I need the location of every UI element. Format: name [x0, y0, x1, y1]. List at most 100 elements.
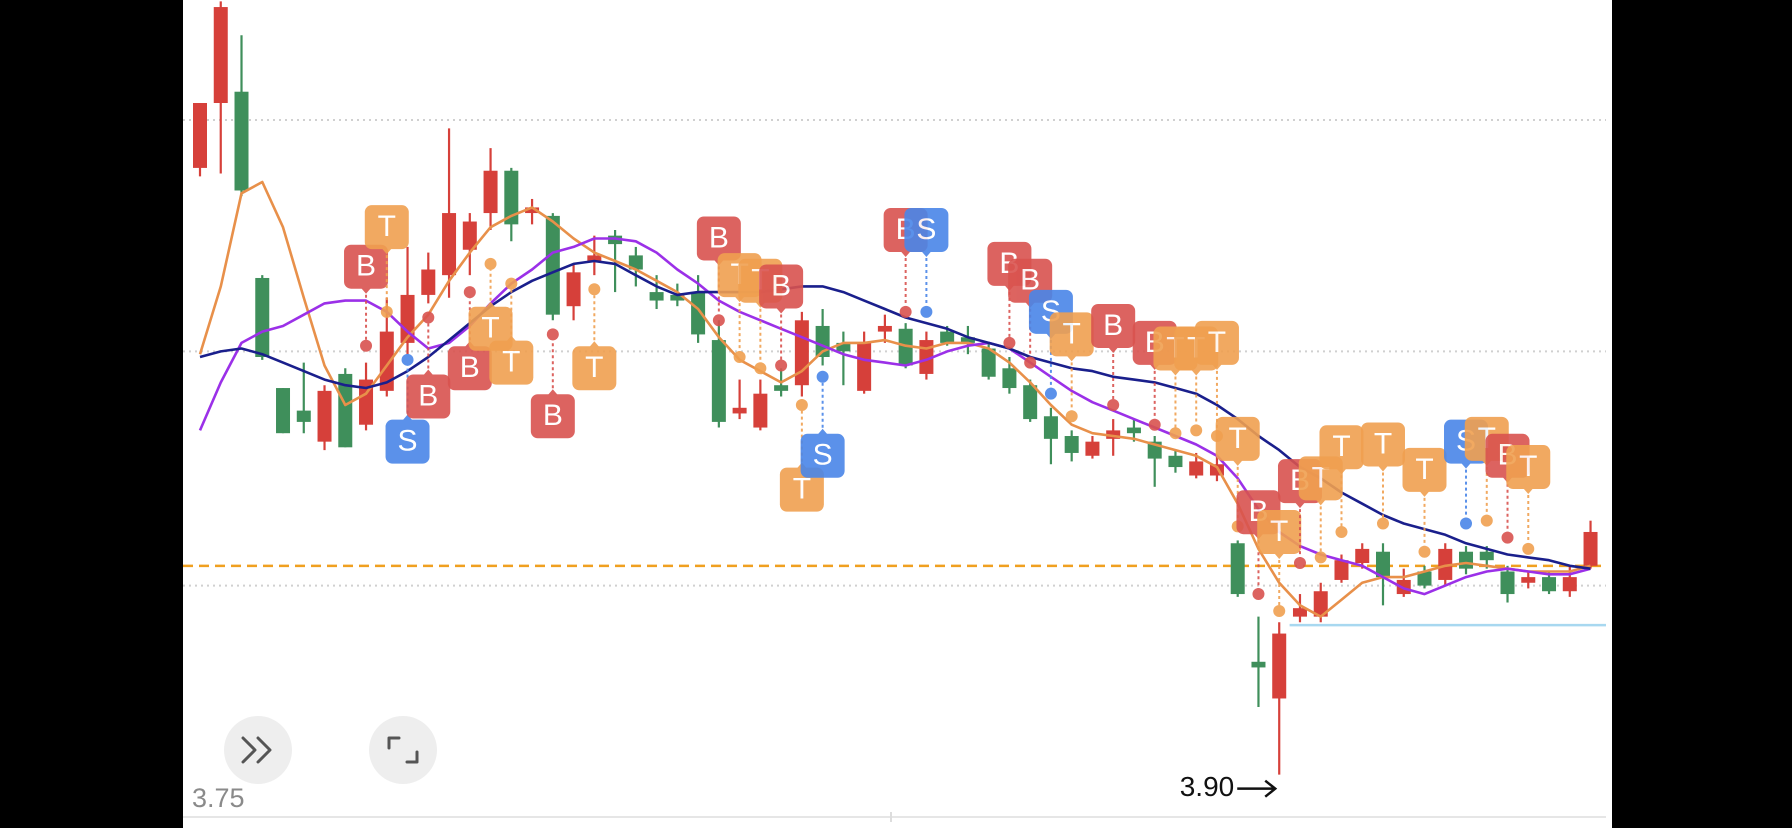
moving-average-line — [198, 180, 1591, 618]
y-tick-label: 3.75 — [192, 783, 245, 813]
signal-marker: S — [800, 370, 845, 478]
button-background — [369, 716, 437, 784]
signal-badge — [572, 346, 617, 391]
signal-badge — [696, 216, 741, 261]
signal-badge — [759, 264, 804, 309]
signal-marker: T — [572, 283, 617, 391]
signal-marker: T — [1506, 445, 1551, 555]
candle-body — [836, 342, 851, 352]
button-background — [224, 716, 292, 784]
signal-marker: B — [530, 328, 575, 439]
signal-dot — [380, 305, 393, 318]
signal-badge — [779, 467, 824, 512]
signal-dot — [1335, 525, 1348, 538]
signal-label: T — [1332, 430, 1350, 463]
candle-body — [379, 331, 394, 391]
candle-body — [1500, 571, 1515, 595]
signal-marker: T — [1319, 425, 1364, 538]
candle-body — [1189, 461, 1204, 476]
candle-body — [1085, 441, 1100, 456]
candle-body — [1209, 464, 1224, 476]
candle-body — [1064, 436, 1079, 453]
signal-dot — [463, 286, 476, 299]
signal-dot — [1501, 531, 1514, 544]
candle-body — [421, 269, 436, 295]
chart-background — [183, 0, 1612, 828]
signal-marker: T — [1257, 509, 1302, 617]
signal-dot — [1024, 356, 1037, 369]
signal-dot — [1314, 551, 1327, 564]
candle-body — [317, 390, 332, 442]
signal-label: T — [585, 351, 603, 384]
candle-body — [587, 255, 602, 262]
collapse-button[interactable] — [224, 716, 292, 784]
signal-dot — [899, 305, 912, 318]
candle-body — [1023, 385, 1038, 420]
signal-label: T — [502, 346, 520, 379]
candle-body — [774, 385, 789, 391]
candle-body — [234, 91, 249, 191]
candle-body — [1292, 608, 1307, 617]
signal-dot — [920, 305, 933, 318]
signal-label: T — [481, 312, 499, 345]
plot: BTSBBTTBTBTTBTSBSBBSTBBTTTTBTBTTTTSTBT3.… — [183, 1, 1606, 818]
signal-label: T — [1374, 427, 1392, 460]
signal-label: T — [1208, 326, 1226, 359]
candle-body — [981, 348, 996, 377]
signal-label: T — [1270, 515, 1288, 548]
signal-badge — [1091, 303, 1136, 348]
signal-badge — [447, 346, 492, 391]
candle-body — [1355, 548, 1370, 564]
signal-dot — [546, 328, 559, 341]
signal-marker: T — [468, 257, 513, 351]
signal-label: T — [1519, 450, 1537, 483]
signal-dot — [1418, 545, 1431, 558]
signal-dot — [1273, 604, 1286, 617]
candle-body — [1043, 416, 1058, 439]
signal-label: S — [398, 425, 418, 458]
candle-body — [649, 292, 664, 301]
candle-body — [483, 170, 498, 214]
signal-marker: B — [759, 264, 804, 372]
signal-dot — [1252, 588, 1265, 601]
candle-body — [732, 407, 747, 414]
signal-dot — [1460, 517, 1473, 530]
signal-badge — [800, 433, 845, 478]
candle-body — [545, 215, 560, 315]
signal-dot — [1376, 517, 1389, 530]
signal-badge — [344, 244, 389, 289]
signal-badge — [1506, 445, 1551, 490]
signal-dot — [795, 398, 808, 411]
candle-body — [525, 207, 540, 214]
signal-label: B — [1103, 309, 1123, 342]
signal-label: B — [709, 221, 729, 254]
candle-body — [877, 325, 892, 332]
expand-icon — [387, 736, 419, 764]
candle-body — [1521, 577, 1536, 583]
signal-badge — [1402, 447, 1447, 492]
chevron-icon — [241, 736, 272, 764]
moving-average-line — [198, 237, 1591, 596]
signal-dot — [1003, 336, 1016, 349]
signal-label: B — [771, 269, 791, 302]
signal-badge — [1215, 416, 1260, 461]
candle-body — [1375, 551, 1390, 578]
signal-dot — [712, 314, 725, 327]
signal-badge — [1360, 422, 1405, 467]
candle-body — [711, 340, 726, 422]
candle-body — [276, 388, 291, 434]
signal-dot — [360, 339, 373, 352]
signal-label: B — [460, 351, 480, 384]
low-annotation: 3.90 — [1180, 771, 1235, 802]
signal-dot — [1522, 542, 1535, 555]
candle-body — [193, 103, 207, 168]
candle-body — [1542, 577, 1557, 592]
candle-body — [1168, 455, 1183, 468]
signal-label: T — [1312, 461, 1330, 494]
fullscreen-button[interactable] — [369, 716, 437, 784]
candle-body — [857, 342, 872, 391]
signal-marker: B — [1091, 303, 1136, 411]
signal-dot — [1190, 424, 1203, 437]
signal-label: T — [793, 473, 811, 506]
